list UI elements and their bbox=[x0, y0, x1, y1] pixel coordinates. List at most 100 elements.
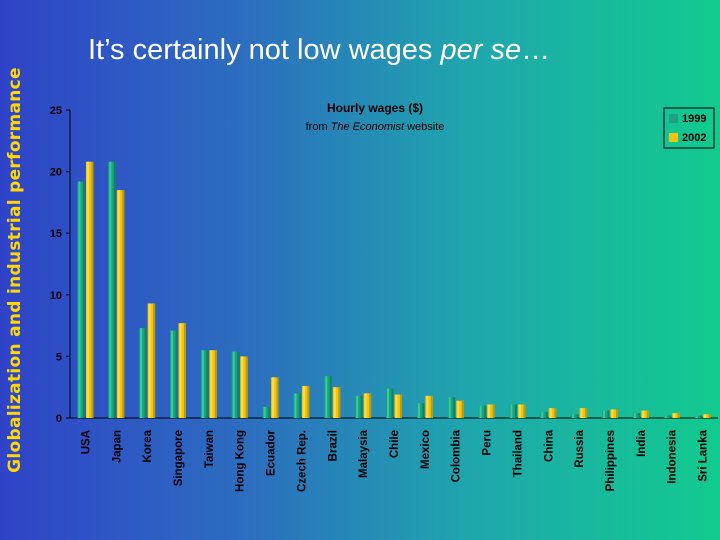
bar-shade bbox=[237, 351, 240, 418]
bar-highlight bbox=[210, 350, 213, 418]
bar-highlight bbox=[611, 409, 614, 418]
x-tick-label: Peru bbox=[482, 430, 494, 456]
bar-shade bbox=[646, 410, 649, 418]
bar-1999-ecuador bbox=[262, 406, 271, 418]
bar-shade bbox=[400, 394, 402, 418]
slide-title-prefix: It’s certainly not low wages bbox=[88, 34, 441, 66]
bar-highlight bbox=[510, 404, 513, 418]
bar-highlight bbox=[325, 376, 328, 418]
bar-shade bbox=[369, 393, 372, 418]
bar-1999-brazil bbox=[324, 376, 332, 418]
bar-highlight bbox=[488, 404, 491, 418]
bar-highlight bbox=[148, 303, 151, 418]
bar-shade bbox=[298, 393, 301, 418]
bar-shade bbox=[700, 415, 703, 418]
bar-2002-hong-kong bbox=[240, 356, 248, 418]
bar-shade bbox=[545, 411, 548, 418]
bar-1999-thailand bbox=[509, 404, 517, 418]
bar-2002-chile bbox=[394, 394, 402, 418]
bar-shade bbox=[523, 404, 526, 418]
chart-subtitle-italic: The Economist bbox=[331, 121, 405, 133]
bar-highlight bbox=[86, 161, 89, 418]
bar-1999-taiwan bbox=[200, 350, 209, 418]
bar-2002-russia bbox=[579, 408, 588, 418]
legend-frame bbox=[663, 107, 715, 149]
bar-highlight bbox=[518, 404, 521, 418]
bar-1999-indonesia bbox=[663, 415, 672, 418]
x-tick-label: Czech Rep. bbox=[296, 430, 308, 492]
plot-area: 0 5 10 15 20 25 USA Japan Korea Singapore Taiwan Ho… bbox=[50, 105, 718, 492]
bar-shade bbox=[214, 350, 217, 418]
bar-shade bbox=[422, 403, 425, 418]
bar-shade bbox=[576, 414, 579, 418]
bar-highlight bbox=[704, 414, 707, 418]
bar-shade bbox=[245, 356, 248, 418]
bar-1999-hong-kong bbox=[231, 351, 240, 418]
chart-subtitle-prefix: from bbox=[306, 121, 331, 133]
bar-highlight bbox=[171, 330, 173, 418]
bar-highlight bbox=[117, 190, 120, 418]
bar-shade bbox=[153, 303, 156, 418]
bar-2002-malaysia bbox=[363, 393, 372, 418]
chart-subtitle-suffix: website bbox=[404, 121, 444, 133]
bar-2002-sri-lanka bbox=[703, 414, 711, 418]
y-tick-label: 10 bbox=[50, 290, 62, 302]
bar-highlight bbox=[364, 393, 367, 418]
x-tick-label: Russia bbox=[574, 429, 586, 467]
bar-highlight bbox=[201, 350, 204, 418]
bar-highlight bbox=[232, 351, 235, 418]
x-tick-label: Chile bbox=[389, 430, 401, 458]
legend-swatch-2002 bbox=[669, 133, 678, 142]
bar-highlight bbox=[294, 393, 297, 418]
bar-highlight bbox=[109, 161, 112, 418]
x-tick-label: Ecuador bbox=[266, 429, 278, 476]
bar-highlight bbox=[642, 410, 645, 418]
bar-shade bbox=[616, 409, 618, 418]
bar-1999-peru bbox=[478, 405, 487, 418]
x-tick-label: USA bbox=[80, 430, 92, 454]
bar-highlight bbox=[541, 411, 544, 418]
x-tick-label: Mexico bbox=[420, 430, 432, 469]
y-tick-label: 15 bbox=[50, 228, 62, 240]
bar-1999-sri-lanka bbox=[694, 415, 703, 418]
bar-1999-china bbox=[540, 411, 548, 418]
bar-highlight bbox=[241, 356, 244, 418]
bar-shade bbox=[307, 385, 310, 418]
bar-2002-japan bbox=[116, 190, 125, 418]
bar-2002-usa bbox=[85, 161, 94, 418]
bar-2002-philippines bbox=[610, 409, 618, 418]
y-tick-label: 5 bbox=[56, 351, 62, 363]
legend-swatch-1999 bbox=[669, 114, 678, 123]
bar-2002-indonesia bbox=[672, 413, 680, 418]
bar-shade bbox=[144, 328, 147, 418]
bar-highlight bbox=[457, 400, 460, 418]
bar-shade bbox=[554, 408, 557, 418]
bar-shade bbox=[329, 376, 332, 418]
bar-shade bbox=[113, 161, 116, 418]
bar-shade bbox=[175, 330, 178, 418]
bar-shade bbox=[391, 388, 394, 418]
bar-2002-mexico bbox=[425, 395, 433, 418]
bar-highlight bbox=[479, 405, 482, 418]
bar-highlight bbox=[78, 181, 81, 418]
bar-highlight bbox=[549, 408, 552, 418]
y-tick-label: 25 bbox=[50, 105, 62, 117]
bar-2002-colombia bbox=[456, 400, 464, 418]
bar-highlight bbox=[302, 385, 305, 418]
x-tick-label: Korea bbox=[142, 429, 154, 462]
x-tick-label: Thailand bbox=[512, 430, 524, 477]
x-tick-label: Philippines bbox=[605, 430, 617, 491]
chart-subtitle: from The Economist website bbox=[306, 121, 445, 133]
x-tick-label: Singapore bbox=[173, 430, 185, 486]
bar-2002-brazil bbox=[332, 387, 341, 418]
bar-shade bbox=[669, 415, 672, 418]
x-tick-label: Taiwan bbox=[204, 430, 216, 468]
bar-1999-philippines bbox=[602, 410, 610, 418]
bar-shade bbox=[453, 397, 456, 418]
x-tick-label: Indonesia bbox=[667, 429, 679, 483]
bar-2002-ecuador bbox=[271, 377, 279, 418]
bar-1999-malaysia bbox=[355, 395, 363, 418]
bar-shade bbox=[492, 404, 495, 418]
bar-highlight bbox=[426, 395, 429, 418]
bar-2002-china bbox=[548, 408, 557, 418]
